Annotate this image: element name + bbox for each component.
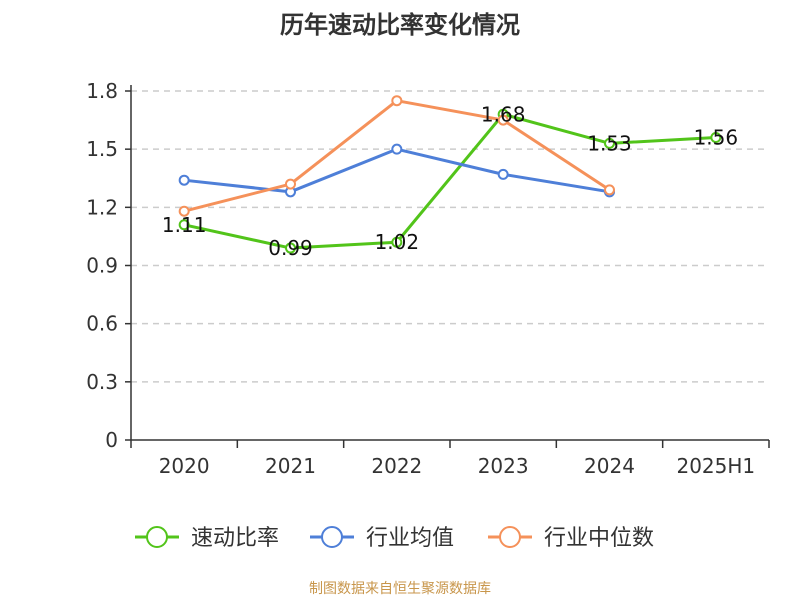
y-tick-label: 0.3	[86, 370, 118, 394]
data-label: 1.02	[375, 230, 420, 254]
x-tick-label: 2021	[265, 454, 316, 478]
data-point[interactable]	[497, 168, 509, 180]
legend-label: 行业中位数	[544, 526, 654, 551]
x-tick-label: 2024	[584, 454, 635, 478]
y-tick-label: 0	[105, 428, 118, 452]
data-point[interactable]	[391, 236, 403, 248]
series-2	[178, 143, 615, 198]
data-point[interactable]	[178, 205, 190, 217]
legend-marker	[321, 526, 343, 548]
axes: 0 0.3 0.6 0.9 1.2 1.5 1.8 2020 2021 2022 2023 2024 2…	[86, 79, 770, 478]
legend-item[interactable]: 行业中位数	[488, 526, 654, 551]
data-point[interactable]	[604, 137, 615, 149]
data-point[interactable]	[391, 95, 403, 107]
x-tick-label: 2020	[159, 454, 210, 478]
x-tick-label: 2023	[478, 454, 529, 478]
x-tick-label: 2025H1	[676, 454, 755, 478]
y-tick-label: 0.9	[86, 254, 118, 278]
data-label: 1.56	[694, 126, 739, 150]
data-point[interactable]	[178, 219, 190, 231]
data-labels: 1.11 0.99 1.02 1.68 1.53 1.56	[162, 102, 738, 260]
series-line	[183, 99, 611, 213]
series-line	[184, 147, 610, 194]
series-3	[178, 95, 615, 217]
data-point[interactable]	[285, 242, 296, 254]
grid-lines	[131, 90, 769, 383]
y-tick-label: 0.6	[86, 312, 118, 336]
series-group	[178, 95, 722, 254]
data-point[interactable]	[497, 114, 509, 126]
chart-title: 历年速动比率变化情况	[280, 11, 520, 39]
data-point[interactable]	[710, 132, 722, 144]
series-line	[183, 112, 716, 250]
data-label: 1.53	[587, 131, 632, 155]
data-label: 1.68	[481, 102, 526, 126]
data-point[interactable]	[391, 143, 403, 155]
source-note: 制图数据来自恒生聚源数据库	[309, 581, 491, 597]
legend-item[interactable]: 行业均值	[310, 526, 454, 551]
series-1	[178, 108, 722, 254]
data-point[interactable]	[604, 184, 615, 196]
legend-item[interactable]: 速动比率	[135, 526, 279, 551]
x-tick-label: 2022	[371, 454, 422, 478]
data-point[interactable]	[178, 174, 190, 186]
data-label: 1.11	[162, 213, 207, 237]
data-label: 0.99	[268, 236, 313, 260]
y-tick-label: 1.2	[86, 195, 118, 219]
data-point[interactable]	[285, 178, 296, 190]
legend-label: 行业均值	[366, 526, 454, 551]
legend-marker	[499, 526, 521, 548]
legend-label: 速动比率	[191, 526, 279, 551]
y-tick-label: 1.8	[86, 79, 118, 103]
y-tick-label: 1.5	[86, 137, 118, 161]
legend-marker	[146, 526, 168, 548]
legend[interactable]: 速动比率 行业均值 行业中位数	[135, 526, 654, 551]
